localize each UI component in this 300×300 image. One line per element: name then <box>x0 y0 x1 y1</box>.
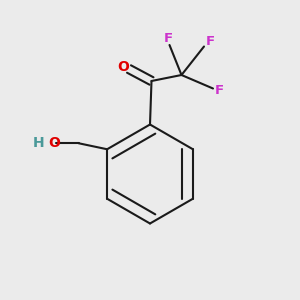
Text: H: H <box>33 136 44 150</box>
Text: F: F <box>164 32 172 45</box>
Text: F: F <box>215 83 224 97</box>
Text: F: F <box>206 34 215 48</box>
Text: O: O <box>49 136 61 150</box>
Text: O: O <box>118 60 130 74</box>
